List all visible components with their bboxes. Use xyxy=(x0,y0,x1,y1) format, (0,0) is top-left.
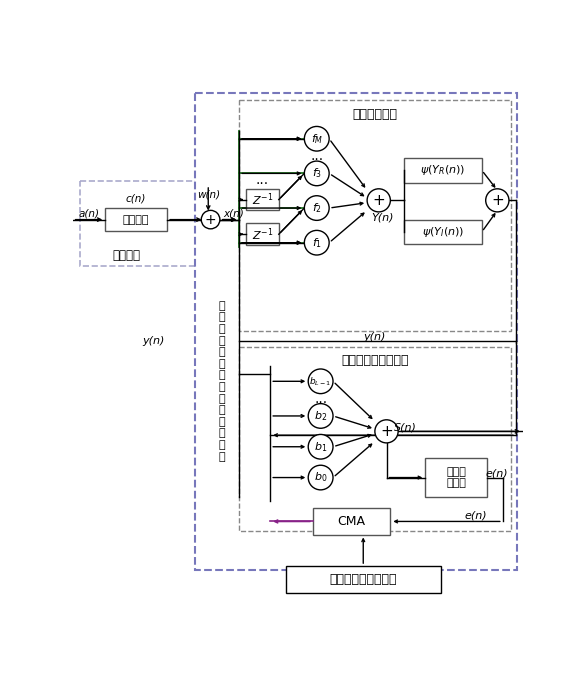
Circle shape xyxy=(309,404,333,428)
Circle shape xyxy=(486,189,509,212)
Text: 模糊神经网络控制器: 模糊神经网络控制器 xyxy=(329,573,397,586)
Text: e(n): e(n) xyxy=(485,468,508,479)
Text: ...: ... xyxy=(256,173,269,186)
Text: 信道模块: 信道模块 xyxy=(112,248,140,261)
Text: Y(n): Y(n) xyxy=(371,213,394,222)
Text: $\psi(Y_R(n))$: $\psi(Y_R(n))$ xyxy=(421,163,466,178)
Circle shape xyxy=(309,369,333,394)
Circle shape xyxy=(309,435,333,459)
Text: CMA: CMA xyxy=(338,515,365,528)
Circle shape xyxy=(304,126,329,151)
Text: 非线性无记忆处理器: 非线性无记忆处理器 xyxy=(341,354,408,367)
Text: $f_2$: $f_2$ xyxy=(312,201,322,215)
Text: $f_1$: $f_1$ xyxy=(311,236,322,250)
Bar xyxy=(246,223,279,245)
Text: ...: ... xyxy=(310,149,323,163)
Circle shape xyxy=(367,189,390,212)
Circle shape xyxy=(304,196,329,220)
Circle shape xyxy=(375,420,398,443)
Text: +: + xyxy=(372,193,385,208)
Circle shape xyxy=(304,230,329,255)
Text: $Z^{-1}$: $Z^{-1}$ xyxy=(252,191,273,208)
Bar xyxy=(286,566,441,593)
Text: $b_0$: $b_0$ xyxy=(314,470,327,485)
Bar xyxy=(246,189,279,211)
Text: +: + xyxy=(380,424,393,439)
Text: $f_M$: $f_M$ xyxy=(311,132,323,146)
Bar xyxy=(105,208,167,231)
Text: $f_3$: $f_3$ xyxy=(311,167,322,180)
Text: 卫星信道: 卫星信道 xyxy=(123,215,149,225)
Text: 复
数
神
经
多
项
式
网
络
盲
均
衡
模
块: 复 数 神 经 多 项 式 网 络 盲 均 衡 模 块 xyxy=(219,301,225,462)
Bar xyxy=(195,92,517,570)
Bar xyxy=(404,219,482,244)
Text: ...: ... xyxy=(314,392,327,406)
Text: 单层神经网络: 单层神经网络 xyxy=(352,107,397,121)
Text: e(n): e(n) xyxy=(464,510,487,520)
Bar xyxy=(404,158,482,183)
Text: c(n): c(n) xyxy=(126,194,146,204)
Text: $b_1$: $b_1$ xyxy=(314,440,327,454)
Text: $\psi(Y_I(n))$: $\psi(Y_I(n))$ xyxy=(422,225,464,239)
Text: 误差生
成函数: 误差生 成函数 xyxy=(446,466,466,488)
Text: S(n): S(n) xyxy=(394,423,417,433)
Text: y(n): y(n) xyxy=(364,331,386,342)
Bar xyxy=(80,181,200,266)
Bar xyxy=(313,508,390,535)
Bar xyxy=(239,101,511,331)
Bar xyxy=(425,458,487,497)
Bar xyxy=(239,347,511,531)
Circle shape xyxy=(201,211,220,229)
Text: x(n): x(n) xyxy=(224,209,244,219)
Text: $b_{L-1}$: $b_{L-1}$ xyxy=(310,375,332,387)
Text: $Z^{-1}$: $Z^{-1}$ xyxy=(252,226,273,242)
Circle shape xyxy=(304,161,329,186)
Text: +: + xyxy=(205,213,216,227)
Text: $b_2$: $b_2$ xyxy=(314,409,327,423)
Text: y(n): y(n) xyxy=(142,336,165,346)
Text: a(n): a(n) xyxy=(79,209,100,219)
Text: w(n): w(n) xyxy=(197,190,220,200)
Text: +: + xyxy=(491,193,504,208)
Circle shape xyxy=(309,465,333,490)
